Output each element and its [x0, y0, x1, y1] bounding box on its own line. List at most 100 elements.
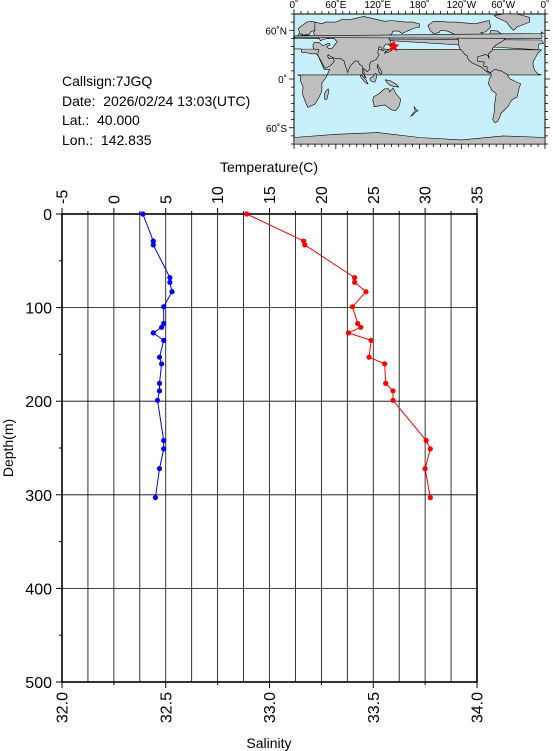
map-frame-ticks	[289, 9, 550, 149]
temperature-point	[358, 324, 364, 330]
lon-text: Lon.: 142.835	[62, 131, 152, 148]
salinity-point	[167, 279, 173, 285]
salinity-point	[161, 304, 167, 310]
map-land	[293, 13, 546, 145]
map-lon-label: 60˚W	[491, 0, 515, 11]
salinity-point	[156, 388, 163, 394]
land-uk	[293, 31, 545, 39]
land-south-america	[488, 68, 521, 124]
salinity-axis-label: Salinity	[246, 735, 291, 751]
temperature-tick-label: 0	[106, 195, 123, 204]
land-philippines	[376, 63, 383, 75]
temperature-tick-label: 30	[418, 186, 435, 204]
temperature-series	[244, 211, 433, 501]
depth-tick-label: 200	[25, 394, 52, 411]
station-marker	[387, 40, 400, 52]
land-new-guinea	[384, 79, 400, 88]
temperature-point	[383, 380, 389, 386]
salinity-point	[150, 242, 156, 248]
map-lon-label: 0˚	[541, 0, 550, 11]
salinity-point	[159, 361, 165, 367]
salinity-tick-label: 32.0	[55, 692, 72, 723]
salinity-point	[140, 211, 146, 217]
map-labels: 0˚ 60˚E 120˚E 180˚ 120˚W 60˚W 0˚ 60˚N 0˚ 60˚S	[265, 0, 549, 135]
salinity-point	[159, 324, 165, 330]
temperature-point	[355, 320, 361, 327]
temperature-tick-label: 5	[158, 195, 175, 204]
map-lon-label: 120˚W	[447, 0, 477, 11]
temperature-point	[345, 330, 351, 336]
salinity-tick-label: 32.5	[158, 692, 175, 723]
salinity-point	[152, 495, 158, 501]
depth-tick-label: 0	[43, 207, 52, 224]
temperature-point	[244, 211, 250, 217]
map-lat-label: 60˚N	[265, 25, 287, 37]
salinity-point	[150, 330, 156, 336]
world-map: 0˚ 60˚E 120˚E 180˚ 120˚W 60˚W 0˚ 60˚N 0˚ 60˚S	[265, 0, 550, 149]
temperature-tick-label: 20	[314, 186, 331, 204]
depth-tick-label: 100	[25, 301, 52, 318]
salinity-point	[161, 446, 167, 452]
temperature-point	[352, 279, 358, 285]
salinity-point	[154, 397, 161, 403]
lat-text: Lat.: 40.000	[62, 112, 140, 128]
map-lon-label: 0˚	[290, 0, 299, 11]
temperature-point	[302, 242, 308, 248]
land-australia	[372, 87, 402, 112]
salinity-point	[167, 275, 173, 281]
salinity-point	[161, 320, 167, 327]
temperature-point	[427, 446, 433, 452]
temperature-axis-label: Temperature(C)	[220, 159, 318, 175]
temperature-point	[427, 495, 433, 501]
temperature-point	[366, 354, 372, 360]
land-north-america	[427, 20, 508, 74]
land-sumatra	[359, 74, 369, 85]
temperature-point	[349, 304, 356, 310]
map-lat-label: 60˚S	[266, 123, 287, 135]
salinity-point	[161, 337, 167, 343]
temperature-point	[368, 337, 374, 343]
series-layer	[140, 211, 433, 501]
depth-tick-label: 400	[25, 581, 52, 598]
temperature-point	[390, 397, 396, 403]
salinity-point	[169, 289, 175, 295]
station-info: Callsign:7JGQ Date: 2026/02/24 13:03(UTC…	[62, 72, 250, 150]
salinity-point	[156, 466, 163, 472]
temperature-tick-label: -5	[55, 190, 72, 204]
salinity-point	[156, 380, 163, 386]
temperature-point	[382, 361, 388, 367]
land-greenland	[493, 13, 531, 31]
temperature-point	[363, 289, 369, 295]
temperature-tick-label: 25	[366, 186, 383, 204]
depth-axis-label: Depth(m)	[0, 419, 16, 477]
depth-tick-label: 300	[25, 488, 52, 505]
land-borneo	[369, 72, 378, 83]
temperature-tick-label: 35	[470, 186, 487, 204]
temperature-point	[422, 466, 428, 472]
depth-tick-label: 500	[25, 675, 52, 692]
salinity-tick-label: 33.0	[262, 692, 279, 723]
station-star	[387, 40, 400, 52]
salinity-tick-label: 34.0	[470, 692, 487, 723]
date-text: Date: 2026/02/24 13:03(UTC)	[62, 92, 251, 109]
land-asia	[312, 16, 420, 79]
land-new-zealand	[410, 106, 419, 117]
salinity-series	[140, 211, 175, 501]
map-lat-label: 0˚	[278, 74, 287, 86]
temperature-point	[352, 275, 358, 281]
salinity-point	[150, 238, 156, 244]
temperature-tick-label: 10	[210, 186, 227, 204]
temperature-point	[390, 388, 396, 394]
map-lon-label: 60˚E	[325, 0, 346, 11]
salinity-point	[156, 354, 163, 360]
callsign-text: Callsign:7JGQ	[62, 73, 153, 89]
temperature-tick-label: 15	[262, 186, 279, 204]
salinity-tick-label: 33.5	[366, 692, 383, 723]
land-madagascar	[324, 88, 330, 100]
map-lon-label: 120˚E	[364, 0, 391, 11]
salinity-point	[161, 437, 167, 444]
temperature-point	[423, 437, 429, 444]
